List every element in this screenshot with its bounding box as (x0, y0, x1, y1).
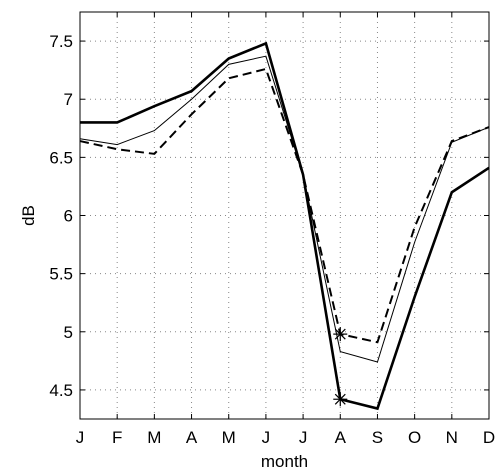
y-tick-label: 5 (64, 323, 73, 342)
y-tick-label: 7 (64, 90, 73, 109)
x-tick-label: F (112, 428, 122, 447)
star-marker (333, 327, 348, 342)
y-tick-label: 6.5 (49, 148, 73, 167)
y-tick-label: 5.5 (49, 265, 73, 284)
grid (79, 12, 490, 419)
plot-frame (79, 11, 490, 420)
x-tick-label: J (262, 428, 271, 447)
y-axis: 4.5 5 5.5 6 6.5 7 7.5 (49, 32, 489, 400)
x-tick-label: A (335, 428, 347, 447)
x-tick-label: J (299, 428, 308, 447)
y-tick-label: 7.5 (49, 32, 73, 51)
x-axis-title: month (261, 452, 308, 471)
x-tick-label: J (76, 428, 85, 447)
x-tick-label: M (147, 428, 161, 447)
x-tick-label: S (372, 428, 383, 447)
series-line-thin-solid (79, 55, 490, 363)
series-line-thick-solid (80, 41, 490, 411)
x-tick-label: M (222, 428, 236, 447)
star-marker (333, 392, 348, 407)
y-tick-label: 6 (64, 207, 73, 226)
y-tick-label: 4.5 (49, 381, 73, 400)
series-group (79, 41, 490, 411)
x-tick-label: O (408, 428, 421, 447)
x-tick-label: D (483, 428, 495, 447)
x-tick-label: N (446, 428, 458, 447)
x-tick-label: A (186, 428, 198, 447)
y-axis-title: dB (19, 205, 38, 226)
